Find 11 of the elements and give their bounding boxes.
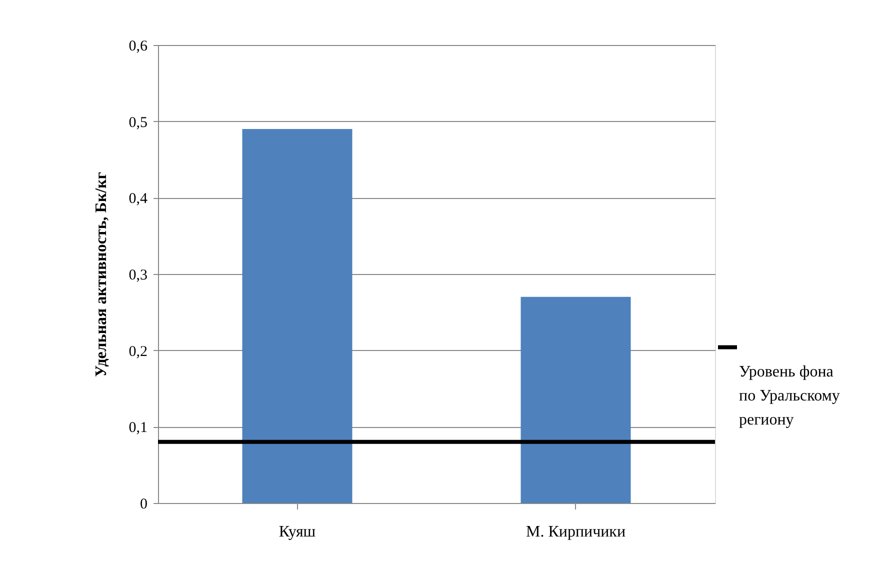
y-tick-label: 0,2 bbox=[128, 344, 148, 360]
x-tick-label: М. Кирпичики bbox=[526, 524, 626, 540]
y-axis-title: Удельная активность, Бк/кг bbox=[92, 172, 110, 378]
y-tick-label: 0,6 bbox=[128, 38, 148, 54]
y-tick-label: 0,1 bbox=[128, 420, 148, 436]
x-tick-label: Куяш bbox=[278, 524, 316, 540]
y-tick-label: 0,5 bbox=[128, 114, 148, 131]
y-tick-label: 0,4 bbox=[128, 191, 148, 208]
y-tick-label: 0 bbox=[140, 496, 148, 512]
legend-label: Уровень фона по Уральскому региону bbox=[739, 363, 840, 428]
y-tick-label: 0,3 bbox=[128, 268, 148, 284]
